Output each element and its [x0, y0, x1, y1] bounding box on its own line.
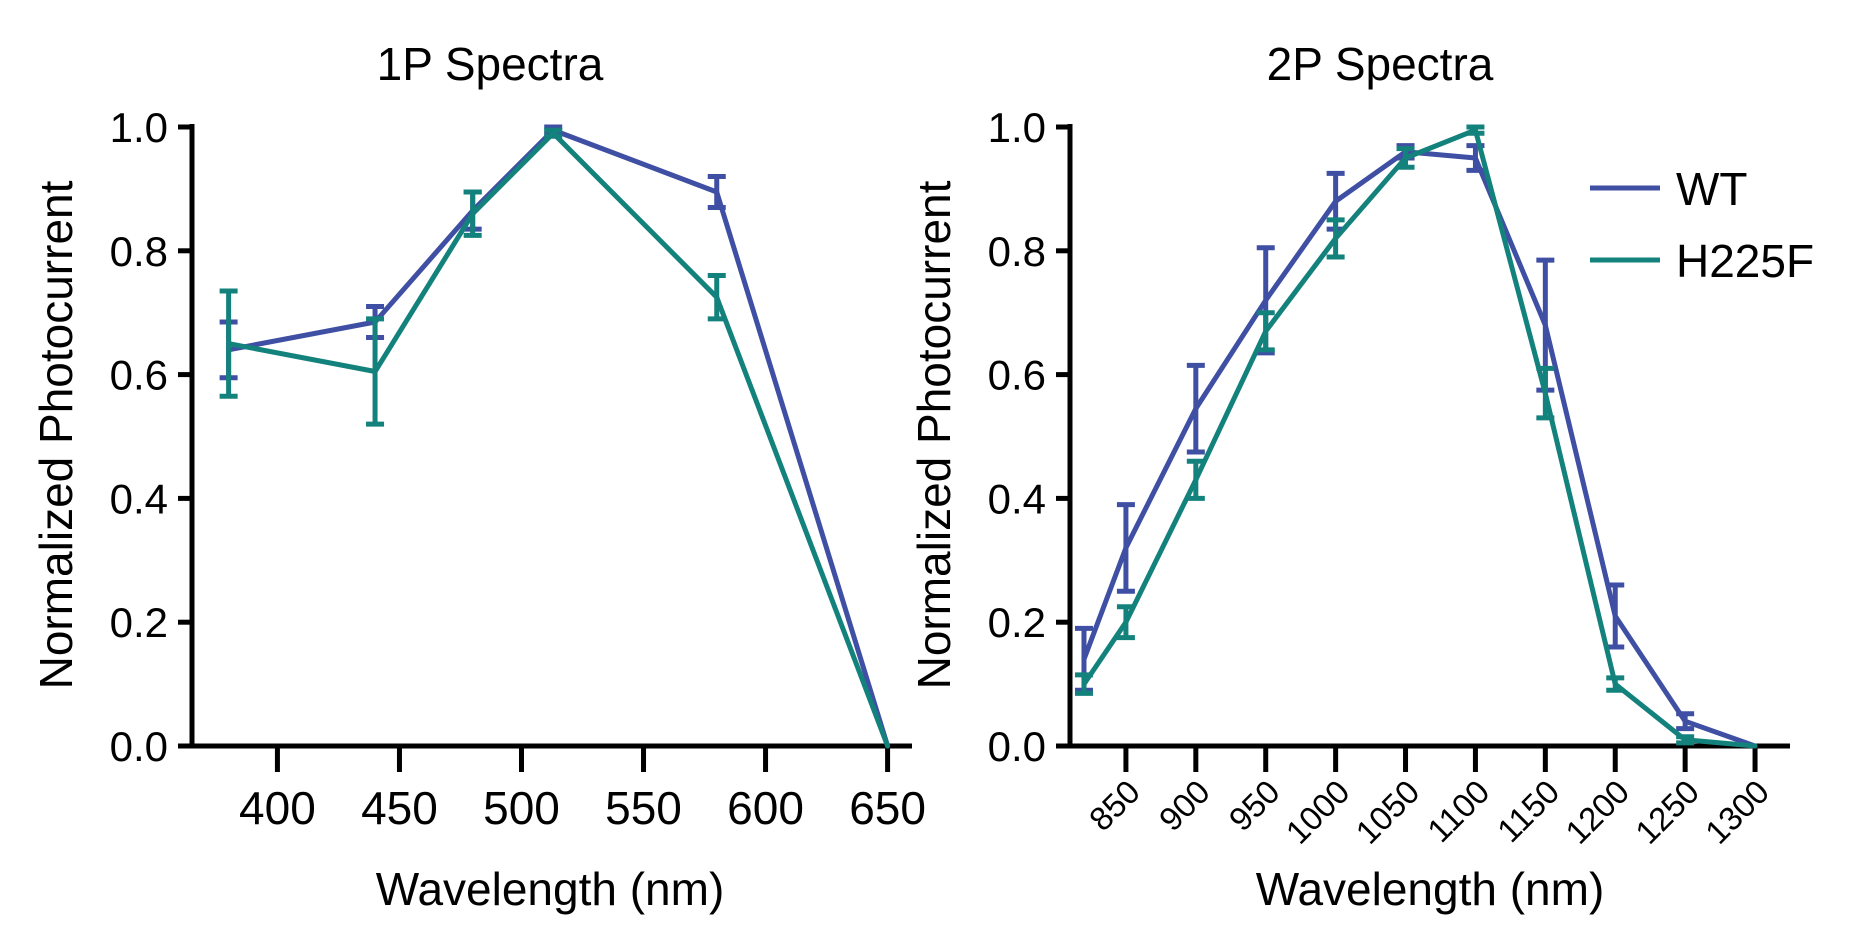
chart-1p-xtick-label: 500	[483, 782, 560, 834]
legend-label-h225f: H225F	[1676, 235, 1814, 287]
chart-2p-errorbar-h225f	[1536, 365, 1555, 421]
chart-1p-ytick-label: 0.6	[110, 352, 168, 399]
chart-2p-xtick-label: 1050	[1348, 773, 1426, 851]
chart-2p-errorbar-wt	[1186, 362, 1205, 455]
chart-2p-series-line-wt	[1081, 149, 1758, 749]
chart-2p-xtick-label: 950	[1222, 773, 1287, 838]
chart-2p-xtick-label: 900	[1152, 773, 1217, 838]
chart-1p-ytick-label: 0.0	[110, 723, 168, 770]
chart-2p-ytick-label: 0.2	[988, 599, 1046, 646]
chart-1p-xtick-label: 450	[361, 782, 438, 834]
chart-1p-series-line-h225f	[226, 130, 891, 749]
chart-2p-xtick-label: 850	[1082, 773, 1147, 838]
chart-1p-y-axis-label: Normalized Photocurrent	[30, 180, 82, 689]
chart-1p-xtick-label: 650	[849, 782, 926, 834]
chart-1p-ytick-label: 0.2	[110, 599, 168, 646]
legend-label-wt: WT	[1676, 163, 1748, 215]
chart-2p-errorbar-h225f	[1074, 672, 1093, 696]
chart-2p-errorbar-h225f	[1466, 124, 1485, 136]
chart-1p-series-line-wt	[226, 127, 891, 749]
chart-1p-ytick-label: 1.0	[110, 104, 168, 151]
chart-1p-xtick-label: 550	[605, 782, 682, 834]
chart-2p-title: 2P Spectra	[1267, 38, 1494, 90]
chart-2p-xtick-label: 1300	[1698, 773, 1776, 851]
chart-2p-legend: WT H225F	[1590, 163, 1814, 287]
chart-2p-xtick-label: 1100	[1420, 773, 1496, 849]
chart-2p-series-line-h225f	[1081, 127, 1758, 749]
chart-2p-ytick-label: 0.8	[988, 228, 1046, 275]
chart-2p-ytick-label: 0.4	[988, 475, 1046, 522]
chart-1p-ytick-label: 0.8	[110, 228, 168, 275]
legend-item-h225f: H225F	[1590, 235, 1814, 287]
chart-2p-ytick-label: 0.6	[988, 352, 1046, 399]
chart-2p-errorbar-h225f	[1606, 675, 1625, 693]
chart-1p-errorbar-h225f	[463, 189, 482, 238]
chart-2p-errorbar-h225f	[1676, 734, 1695, 746]
chart-2p-xtick-label: 1000	[1279, 773, 1357, 851]
chart-2p-ytick-label: 0.0	[988, 723, 1046, 770]
chart-2p-errorbar-h225f	[1116, 604, 1135, 641]
chart-1p-errorbar-h225f	[366, 316, 385, 427]
chart-2p-xtick-label: 1200	[1558, 773, 1636, 851]
chart-1p-errorbar-h225f	[707, 273, 726, 322]
chart-2p-x-axis-label: Wavelength (nm)	[1256, 863, 1605, 915]
chart-2p-errorbar-h225f	[1186, 458, 1205, 501]
chart-2p-errorbar-wt	[1606, 582, 1625, 650]
chart-1p-ytick-label: 0.4	[110, 475, 168, 522]
chart-2p-ytick-label: 1.0	[988, 104, 1046, 151]
chart-2p-errorbar-h225f	[1256, 310, 1275, 353]
chart-2p: 2P Spectra Normalized Photocurrent Wavel…	[908, 38, 1814, 915]
chart-1p-errorbar-wt	[707, 174, 726, 210]
chart-2p-y-axis-label: Normalized Photocurrent	[908, 180, 960, 689]
legend-item-wt: WT	[1590, 163, 1748, 215]
chart-1p: 1P Spectra Normalized Photocurrent Wavel…	[30, 38, 926, 915]
chart-2p-errorbar-wt	[1116, 502, 1135, 594]
chart-1p-title: 1P Spectra	[377, 38, 604, 90]
chart-1p-xtick-label: 600	[727, 782, 804, 834]
chart-2p-errorbar-h225f	[1396, 146, 1415, 170]
chart-2p-errorbar-wt	[1676, 711, 1695, 732]
chart-2p-xtick-label: 1150	[1490, 773, 1566, 849]
chart-1p-xtick-label: 400	[239, 782, 316, 834]
chart-2p-errorbar-h225f	[1326, 217, 1345, 260]
chart-1p-x-axis-label: Wavelength (nm)	[376, 863, 725, 915]
chart-2p-xtick-label: 1250	[1628, 773, 1706, 851]
chart-1p-errorbar-h225f	[219, 288, 238, 399]
chart-1p-errorbar-h225f	[544, 127, 563, 139]
